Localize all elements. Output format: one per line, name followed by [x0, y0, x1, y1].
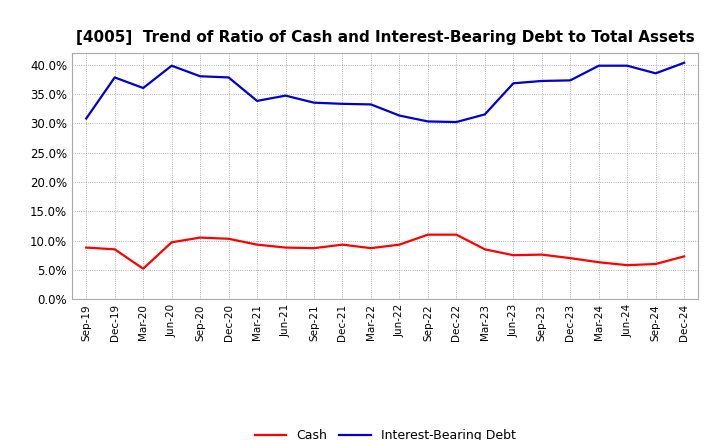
Cash	[310, 246, 318, 251]
Cash	[282, 245, 290, 250]
Cash	[338, 242, 347, 247]
Interest-Bearing Debt	[253, 98, 261, 103]
Cash	[480, 247, 489, 252]
Interest-Bearing Debt	[139, 85, 148, 91]
Cash	[452, 232, 461, 237]
Interest-Bearing Debt	[566, 78, 575, 83]
Interest-Bearing Debt	[310, 100, 318, 105]
Cash	[110, 247, 119, 252]
Cash	[82, 245, 91, 250]
Interest-Bearing Debt	[623, 63, 631, 68]
Interest-Bearing Debt	[652, 71, 660, 76]
Interest-Bearing Debt	[82, 116, 91, 121]
Cash	[623, 263, 631, 268]
Cash	[537, 252, 546, 257]
Cash	[196, 235, 204, 240]
Interest-Bearing Debt	[110, 75, 119, 80]
Cash	[139, 266, 148, 271]
Interest-Bearing Debt	[452, 119, 461, 125]
Title: [4005]  Trend of Ratio of Cash and Interest-Bearing Debt to Total Assets: [4005] Trend of Ratio of Cash and Intere…	[76, 29, 695, 45]
Cash	[509, 253, 518, 258]
Interest-Bearing Debt	[680, 60, 688, 66]
Interest-Bearing Debt	[395, 113, 404, 118]
Interest-Bearing Debt	[282, 93, 290, 98]
Cash	[225, 236, 233, 242]
Cash	[253, 242, 261, 247]
Interest-Bearing Debt	[537, 78, 546, 84]
Interest-Bearing Debt	[196, 73, 204, 79]
Cash	[423, 232, 432, 237]
Interest-Bearing Debt	[595, 63, 603, 68]
Cash	[395, 242, 404, 247]
Interest-Bearing Debt	[480, 112, 489, 117]
Interest-Bearing Debt	[366, 102, 375, 107]
Cash	[680, 254, 688, 259]
Line: Cash: Cash	[86, 235, 684, 269]
Interest-Bearing Debt	[509, 81, 518, 86]
Interest-Bearing Debt	[167, 63, 176, 68]
Cash	[595, 260, 603, 265]
Line: Interest-Bearing Debt: Interest-Bearing Debt	[86, 63, 684, 122]
Cash	[566, 256, 575, 261]
Interest-Bearing Debt	[338, 101, 347, 106]
Cash	[366, 246, 375, 251]
Interest-Bearing Debt	[225, 75, 233, 80]
Cash	[652, 261, 660, 267]
Legend: Cash, Interest-Bearing Debt: Cash, Interest-Bearing Debt	[250, 424, 521, 440]
Cash	[167, 240, 176, 245]
Interest-Bearing Debt	[423, 119, 432, 124]
